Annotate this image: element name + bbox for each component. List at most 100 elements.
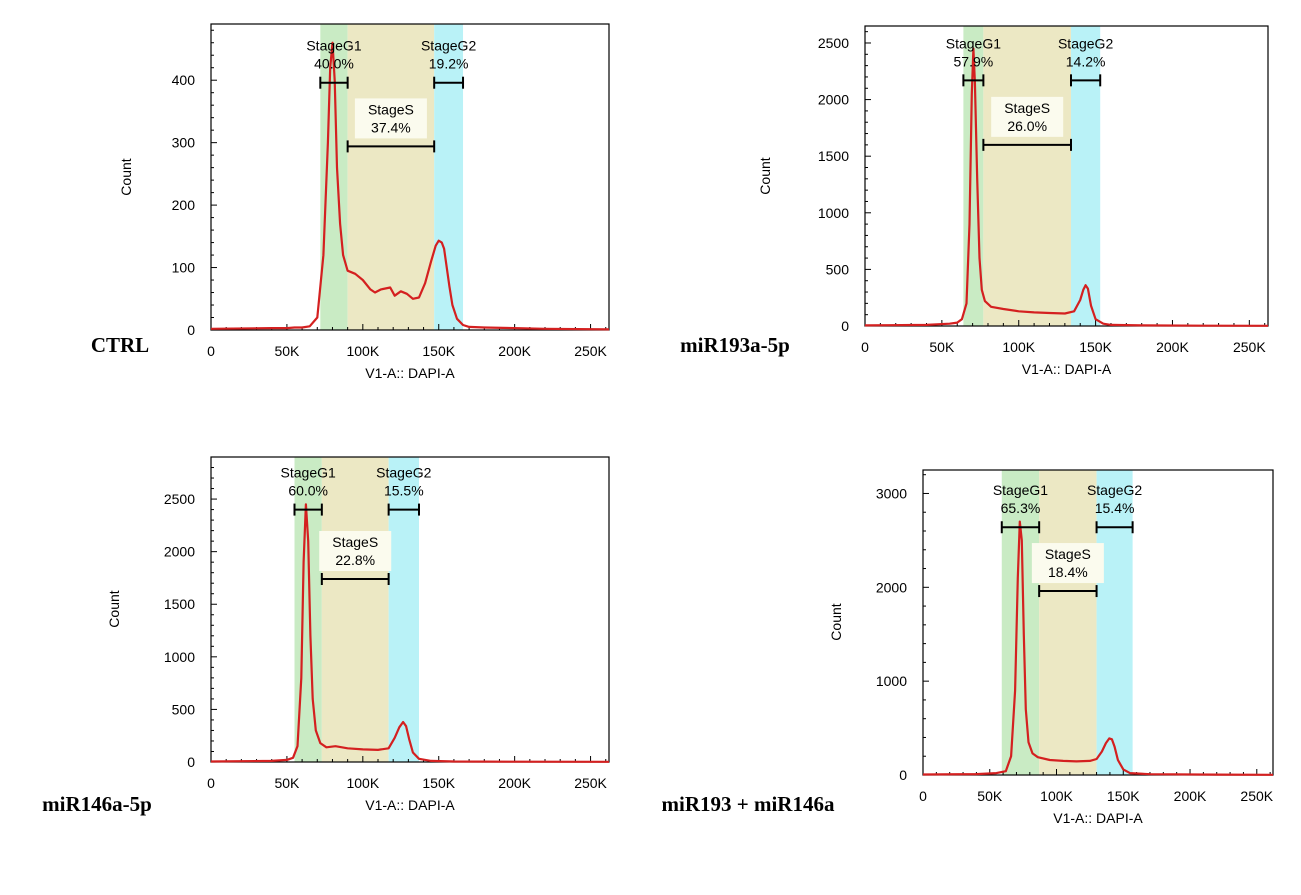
y-axis-label: Count — [118, 158, 134, 195]
gate-band-stageg2 — [388, 457, 420, 762]
y-tick-label: 2000 — [818, 92, 849, 108]
gate-name: StageG1 — [306, 38, 361, 54]
gate-stageg2: StageG2 19.2% — [421, 38, 476, 89]
x-axis-label: V1-A:: DAPI-A — [1053, 810, 1143, 826]
histogram-panel-1: 0 50K 100K 150K 200K 250K0100200300400V1-A:: … — [91, 23, 610, 381]
plot-frame — [922, 469, 1274, 776]
y-tick-label: 300 — [172, 135, 196, 151]
y-tick-label: 2000 — [876, 579, 907, 595]
gate-name: StageS — [1004, 100, 1050, 116]
gate-stageg2: StageG2 15.5% — [376, 465, 432, 516]
x-axis: 0 50K 100K 150K 200K 250K — [919, 769, 1274, 804]
gate-percent: 26.0% — [1007, 118, 1047, 134]
x-tick-label: 200K — [498, 775, 531, 791]
histogram-curve — [864, 47, 1269, 327]
x-tick-label: 100K — [1002, 339, 1035, 355]
x-tick-label: 100K — [346, 343, 379, 359]
y-tick-label: 0 — [187, 754, 195, 770]
y-axis: 0 500 1000 1500 2000 2500 — [164, 456, 217, 770]
gate-percent: 15.4% — [1095, 500, 1135, 516]
gate-percent: 40.0% — [314, 56, 354, 72]
y-tick-label: 0 — [841, 318, 849, 334]
condition-label: miR193a-5p — [680, 333, 790, 357]
condition-label: miR146a-5p — [42, 792, 152, 816]
y-axis: 0 100 200 300 400 — [172, 29, 217, 338]
plot-frame — [210, 23, 610, 331]
gate-percent: 60.0% — [288, 483, 328, 499]
gate-percent: 65.3% — [1001, 500, 1041, 516]
x-axis-label: V1-A:: DAPI-A — [365, 797, 455, 813]
condition-label: miR193 + miR146a — [662, 792, 835, 816]
x-tick-label: 250K — [1233, 339, 1266, 355]
gate-stageg1: StageG1 40.0% — [306, 38, 362, 89]
histogram-panel-3: 0 50K 100K 150K 200K 250K 0 500 1000 1500 2000 2500… — [42, 456, 610, 816]
gate-band-stageg2 — [1096, 470, 1133, 775]
gate-name: StageS — [368, 101, 414, 117]
gate-percent: 19.2% — [429, 56, 469, 72]
x-tick-label: 200K — [1156, 339, 1189, 355]
y-tick-label: 2500 — [818, 35, 849, 51]
y-tick-label: 1000 — [818, 205, 849, 221]
gate-stages: StageS 37.4% — [346, 98, 436, 153]
x-tick-label: 50K — [977, 788, 1003, 804]
x-tick-label: 150K — [422, 343, 455, 359]
gate-name: StageG2 — [421, 38, 476, 54]
gate-percent: 18.4% — [1048, 564, 1088, 580]
gate-label-box — [1031, 543, 1104, 584]
y-tick-label: 1000 — [164, 649, 195, 665]
plot-frame — [210, 456, 610, 763]
gate-label-box — [319, 531, 392, 571]
histogram-panel-2: 0 50K 100K 150K 200K 250K 0 500 1000 1500 2000 2500… — [680, 25, 1269, 377]
y-tick-label: 100 — [172, 260, 196, 276]
gate-name: StageS — [1045, 546, 1091, 562]
gate-name: StageG1 — [993, 482, 1048, 498]
y-tick-label: 500 — [826, 261, 850, 277]
y-tick-label: 500 — [172, 701, 196, 717]
gate-percent: 14.2% — [1066, 53, 1106, 69]
x-tick-label: 50K — [274, 775, 300, 791]
y-tick-label: 1500 — [818, 148, 849, 164]
x-axis: 0 50K 100K 150K 200K 250K — [207, 756, 608, 791]
y-axis-label: Count — [828, 603, 844, 640]
gate-stageg1: StageG1 60.0% — [281, 465, 336, 516]
gate-stages: StageS 18.4% — [1031, 543, 1104, 598]
gate-stageg1: StageG1 57.9% — [946, 35, 1001, 87]
y-axis-label: Count — [757, 157, 773, 194]
gate-name: StageG2 — [1087, 482, 1142, 498]
x-tick-label: 0 — [919, 788, 927, 804]
x-tick-label: 0 — [207, 343, 215, 359]
x-tick-label: 250K — [574, 775, 607, 791]
gate-label-box — [354, 98, 427, 139]
gate-percent: 37.4% — [371, 119, 411, 135]
x-tick-label: 200K — [498, 343, 531, 359]
histogram-curve — [210, 503, 610, 763]
gate-percent: 57.9% — [954, 53, 994, 69]
gate-stageg2: StageG2 15.4% — [1087, 482, 1142, 534]
gate-band-stages — [347, 24, 435, 330]
gate-band-stageg2 — [1071, 26, 1101, 326]
gate-name: StageG1 — [946, 35, 1001, 51]
x-axis-label: V1-A:: DAPI-A — [1022, 361, 1112, 377]
x-tick-label: 50K — [274, 343, 300, 359]
y-axis-label: Count — [106, 590, 122, 627]
x-tick-label: 150K — [422, 775, 455, 791]
gate-name: StageS — [332, 534, 378, 550]
gate-label-box — [991, 96, 1064, 137]
condition-label: CTRL — [91, 333, 149, 357]
gate-stageg2: StageG2 14.2% — [1058, 35, 1113, 87]
x-tick-label: 0 — [207, 775, 215, 791]
y-tick-label: 2000 — [164, 544, 195, 560]
x-tick-label: 150K — [1107, 788, 1140, 804]
x-tick-label: 100K — [346, 775, 379, 791]
y-tick-label: 0 — [187, 322, 195, 338]
gate-band-stages — [321, 457, 389, 762]
histogram-curve — [922, 520, 1274, 776]
x-tick-label: 200K — [1174, 788, 1207, 804]
y-tick-label: 400 — [172, 72, 196, 88]
x-tick-label: 250K — [1240, 788, 1273, 804]
gate-stages: StageS 22.8% — [319, 531, 392, 585]
x-tick-label: 50K — [929, 339, 955, 355]
x-tick-label: 100K — [1040, 788, 1073, 804]
gate-name: StageG2 — [376, 465, 431, 481]
y-axis: 0 500 1000 1500 2000 2500 — [818, 31, 871, 334]
